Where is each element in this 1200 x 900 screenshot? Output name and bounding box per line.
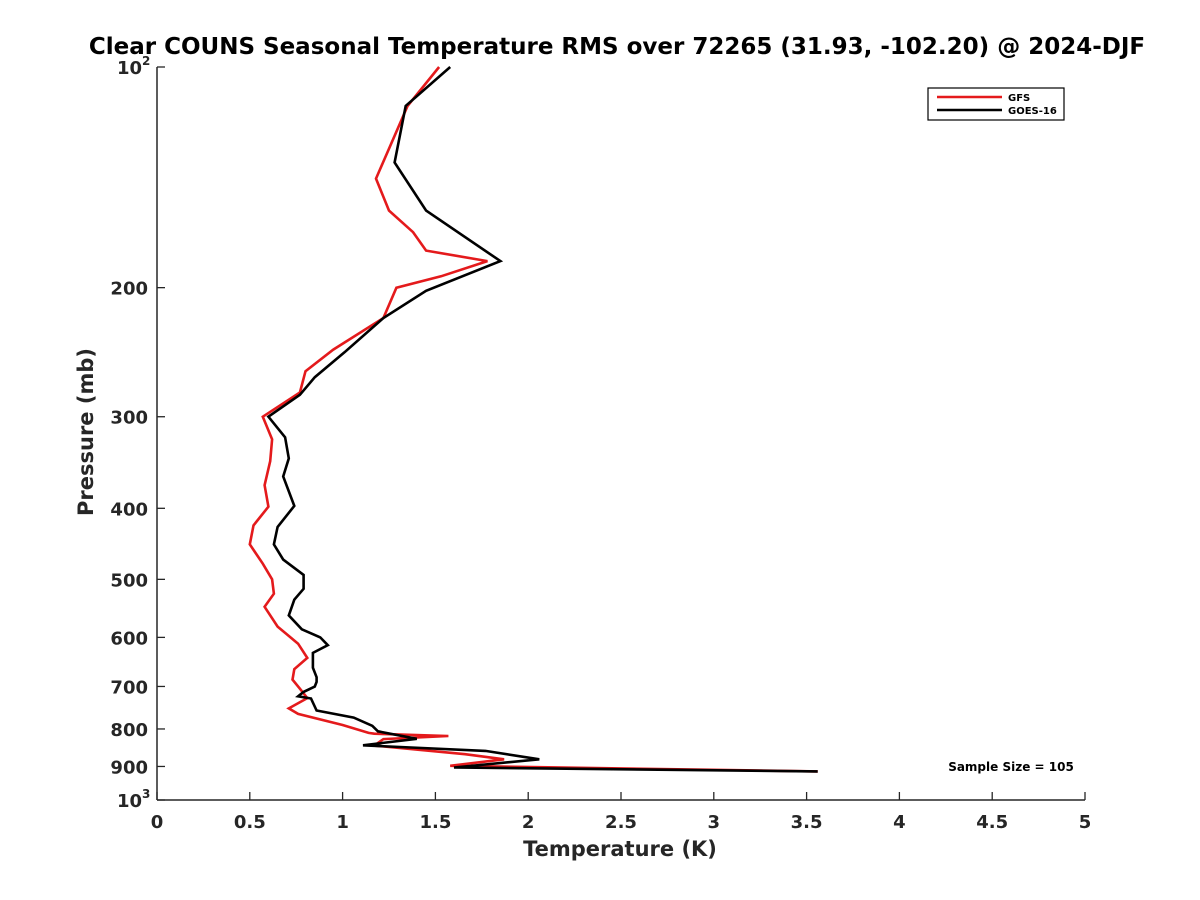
y-tick-label: 900	[110, 757, 148, 778]
y-tick-label: 10	[117, 791, 142, 812]
x-tick-label: 3.5	[791, 812, 823, 833]
x-tick-label: 5	[1079, 812, 1092, 833]
x-tick-label: 1.5	[419, 812, 451, 833]
x-tick-label: 0.5	[234, 812, 266, 833]
x-axis-label: Temperature (K)	[523, 837, 717, 861]
legend-label-gfs: GFS	[1008, 93, 1030, 104]
legend-box	[927, 87, 1065, 121]
y-tick-label: 500	[110, 570, 148, 591]
y-tick-label: 200	[110, 279, 148, 300]
x-tick-label: 0	[151, 812, 164, 833]
y-tick-label: 700	[110, 677, 148, 698]
y-tick-exponent: 2	[142, 54, 150, 68]
series-lines	[248, 66, 818, 773]
y-tick-label: 800	[110, 720, 148, 741]
sample-size-annotation: Sample Size = 105	[948, 760, 1074, 774]
x-tick-label: 2.5	[605, 812, 637, 833]
y-tick-label: 400	[110, 499, 148, 520]
x-axis-ticks: 0 0.5 1 1.5 2 2.5 3 3.5 4 4.5 5	[151, 792, 1092, 833]
x-tick-label: 2	[522, 812, 535, 833]
y-tick-label: 10	[117, 58, 142, 79]
y-tick-label: 600	[110, 628, 148, 649]
y-tick-label: 300	[110, 408, 148, 429]
x-tick-label: 3	[708, 812, 721, 833]
legend-label-goes16: GOES-16	[1008, 106, 1057, 117]
chart-title: Clear COUNS Seasonal Temperature RMS ove…	[89, 34, 1145, 60]
legend: GFS GOES-16	[927, 87, 1065, 121]
y-tick-exponent: 3	[142, 787, 150, 801]
y-axis-label: Pressure (mb)	[74, 348, 98, 516]
x-tick-label: 1	[336, 812, 349, 833]
series-line-goes-16	[266, 66, 818, 773]
series-line-gfs	[248, 66, 818, 773]
x-tick-label: 4	[893, 812, 906, 833]
x-tick-label: 4.5	[976, 812, 1008, 833]
